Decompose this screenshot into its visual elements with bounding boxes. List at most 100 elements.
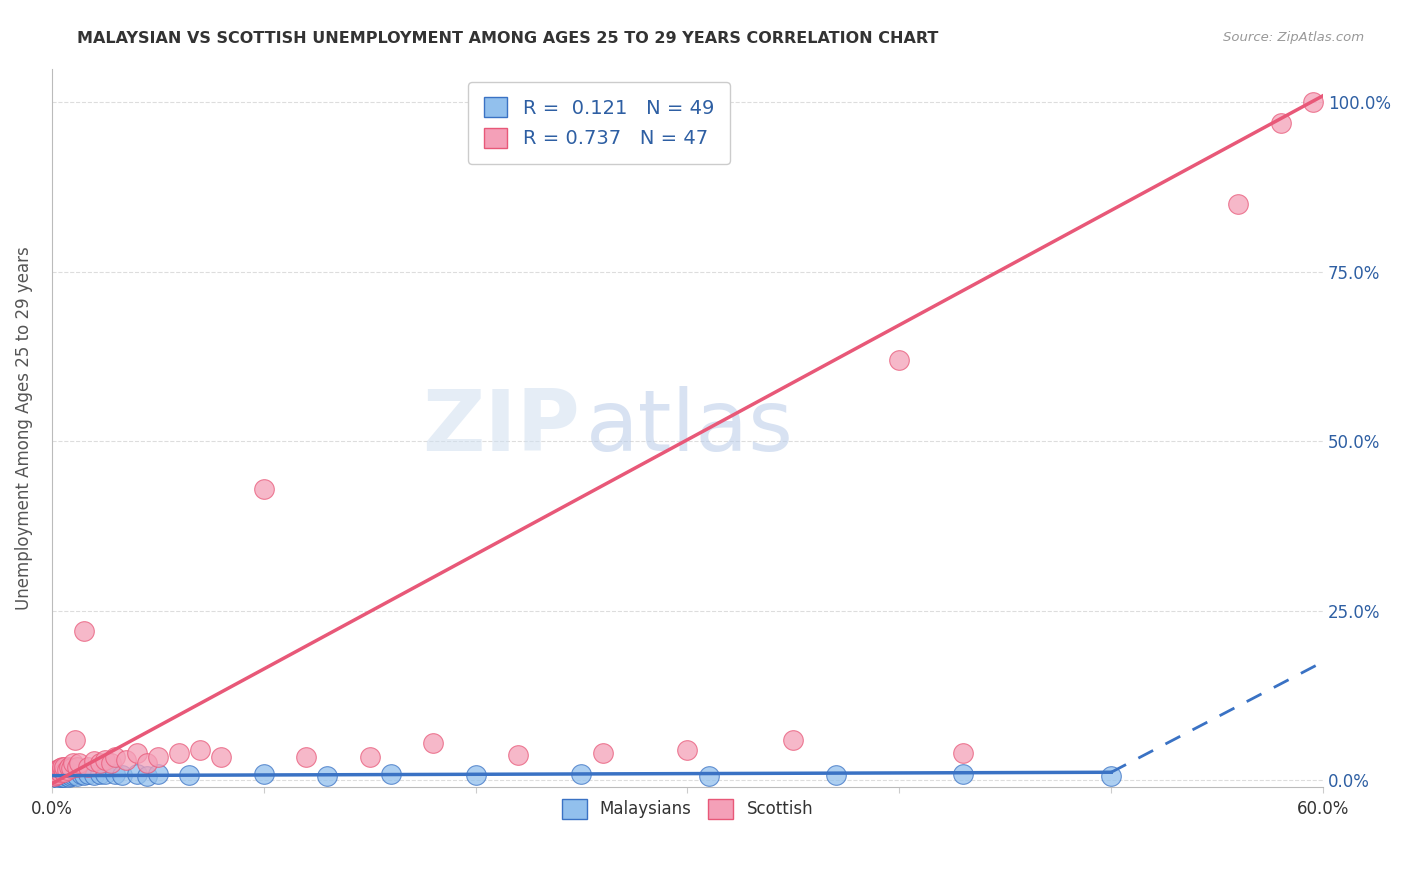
Point	[45, 765, 67, 780]
Point	[104, 766, 127, 780]
Point	[422, 736, 444, 750]
Point	[51, 760, 73, 774]
Point	[58, 770, 80, 784]
Point	[46, 766, 69, 780]
Point	[58, 760, 80, 774]
Point	[45, 769, 67, 783]
Point	[83, 768, 105, 782]
Point	[952, 746, 974, 760]
Point	[62, 768, 84, 782]
Point	[100, 756, 122, 771]
Point	[464, 768, 486, 782]
Point	[316, 769, 339, 783]
Point	[571, 767, 593, 781]
Point	[136, 756, 159, 771]
Point	[51, 766, 73, 780]
Point	[83, 755, 105, 769]
Point	[42, 768, 65, 782]
Point	[46, 771, 69, 785]
Point	[66, 769, 89, 783]
Point	[179, 768, 201, 782]
Point	[42, 766, 65, 780]
Point	[1227, 197, 1250, 211]
Text: Source: ZipAtlas.com: Source: ZipAtlas.com	[1223, 31, 1364, 45]
Point	[42, 769, 65, 783]
Point	[45, 770, 67, 784]
Point	[167, 746, 190, 760]
Point	[49, 770, 72, 784]
Point	[45, 763, 67, 777]
Y-axis label: Unemployment Among Ages 25 to 29 years: Unemployment Among Ages 25 to 29 years	[15, 246, 32, 610]
Point	[295, 749, 318, 764]
Point	[592, 746, 614, 760]
Point	[782, 732, 804, 747]
Point	[55, 769, 77, 783]
Point	[76, 760, 98, 774]
Point	[58, 767, 80, 781]
Point	[53, 765, 76, 780]
Point	[63, 767, 86, 781]
Point	[104, 749, 127, 764]
Point	[51, 768, 73, 782]
Point	[55, 766, 77, 780]
Point	[89, 766, 111, 780]
Point	[111, 768, 134, 782]
Point	[125, 767, 148, 781]
Point	[49, 766, 72, 780]
Point	[51, 770, 73, 784]
Point	[697, 769, 720, 783]
Point	[188, 743, 211, 757]
Point	[51, 763, 73, 777]
Point	[146, 766, 169, 780]
Point	[42, 766, 65, 780]
Point	[46, 768, 69, 782]
Point	[76, 767, 98, 781]
Point	[72, 624, 94, 639]
Point	[49, 761, 72, 775]
Text: ZIP: ZIP	[422, 386, 579, 469]
Text: atlas: atlas	[586, 386, 794, 469]
Point	[115, 753, 138, 767]
Point	[676, 743, 699, 757]
Point	[1302, 95, 1324, 110]
Point	[45, 766, 67, 780]
Point	[136, 769, 159, 783]
Point	[63, 732, 86, 747]
Point	[55, 763, 77, 777]
Point	[146, 749, 169, 764]
Point	[952, 767, 974, 781]
Text: MALAYSIAN VS SCOTTISH UNEMPLOYMENT AMONG AGES 25 TO 29 YEARS CORRELATION CHART: MALAYSIAN VS SCOTTISH UNEMPLOYMENT AMONG…	[77, 31, 939, 46]
Point	[889, 353, 911, 368]
Point	[125, 746, 148, 760]
Point	[209, 749, 232, 764]
Point	[46, 764, 69, 779]
Legend: Malaysians, Scottish: Malaysians, Scottish	[555, 792, 820, 826]
Point	[49, 768, 72, 782]
Point	[93, 753, 115, 767]
Point	[62, 756, 84, 771]
Point	[46, 769, 69, 783]
Point	[46, 763, 69, 777]
Point	[253, 482, 276, 496]
Point	[46, 766, 69, 780]
Point	[89, 756, 111, 771]
Point	[70, 766, 93, 780]
Point	[59, 761, 82, 775]
Point	[72, 768, 94, 782]
Point	[53, 760, 76, 774]
Point	[380, 766, 402, 780]
Point	[1099, 769, 1122, 783]
Point	[53, 767, 76, 781]
Point	[53, 770, 76, 784]
Point	[66, 760, 89, 774]
Point	[253, 767, 276, 781]
Point	[824, 768, 846, 782]
Point	[49, 765, 72, 780]
Point	[1270, 116, 1292, 130]
Point	[506, 747, 529, 762]
Point	[42, 769, 65, 783]
Point	[59, 769, 82, 783]
Point	[67, 756, 90, 771]
Point	[93, 767, 115, 781]
Point	[45, 768, 67, 782]
